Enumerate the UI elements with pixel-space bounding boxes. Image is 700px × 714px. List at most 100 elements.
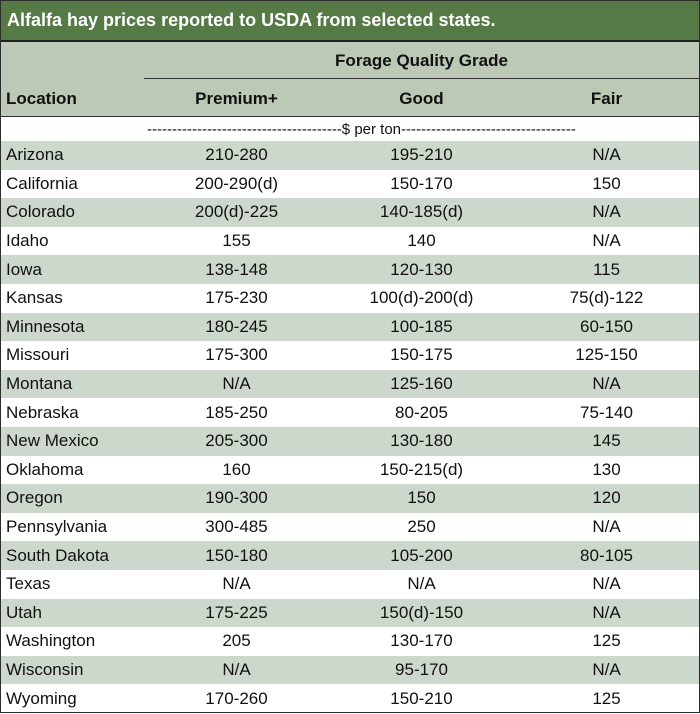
fair-price-cell: 120 bbox=[592, 488, 621, 508]
table-row: Idaho 155 140 N/A bbox=[1, 226, 699, 256]
good-price-cell: 130-180 bbox=[390, 431, 453, 451]
premium-price-cell: 155 bbox=[222, 231, 251, 251]
good-price-cell: 100(d)-200(d) bbox=[369, 288, 474, 308]
fair-price-cell: 115 bbox=[592, 259, 621, 279]
premium-price-cell: 175-230 bbox=[205, 288, 268, 308]
good-price-cell: 150-175 bbox=[390, 345, 453, 365]
location-cell: California bbox=[6, 173, 78, 193]
location-cell: New Mexico bbox=[6, 431, 99, 451]
good-price-cell: 150-215(d) bbox=[379, 459, 464, 479]
table-row: Wyoming 170-260 150-210 125 bbox=[1, 684, 699, 712]
grade-group-label: Forage Quality Grade bbox=[335, 51, 508, 70]
location-cell: Wyoming bbox=[6, 688, 77, 708]
column-header-premium: Premium+ bbox=[195, 89, 278, 108]
location-cell: Idaho bbox=[6, 231, 49, 251]
fair-price-cell: N/A bbox=[592, 374, 621, 394]
location-cell: Texas bbox=[6, 574, 51, 594]
table-row: Washington 205 130-170 125 bbox=[1, 627, 699, 656]
premium-price-cell: 170-260 bbox=[205, 688, 268, 708]
good-price-cell: 195-210 bbox=[390, 145, 453, 165]
fair-price-cell: 130 bbox=[592, 459, 621, 479]
column-header-fair: Fair bbox=[590, 89, 623, 108]
good-price-cell: 150(d)-150 bbox=[379, 602, 464, 622]
premium-price-cell: N/A bbox=[222, 574, 251, 594]
premium-price-cell: 185-250 bbox=[205, 402, 268, 422]
premium-price-cell: 160 bbox=[222, 459, 251, 479]
table-row: Utah 175-225 150(d)-150 N/A bbox=[1, 598, 699, 628]
good-price-cell: 100-185 bbox=[390, 316, 453, 336]
fair-price-cell: N/A bbox=[592, 145, 621, 165]
location-cell: Missouri bbox=[6, 345, 70, 365]
premium-price-cell: 150-180 bbox=[205, 545, 268, 565]
premium-price-cell: 210-280 bbox=[205, 145, 268, 165]
fair-price-cell: 125 bbox=[592, 688, 621, 708]
fair-price-cell: 145 bbox=[592, 431, 621, 451]
premium-price-cell: 200(d)-225 bbox=[194, 202, 279, 222]
table-row: Colorado 200(d)-225 140-185(d) N/A bbox=[1, 198, 699, 227]
table-row: Montana N/A 125-160 N/A bbox=[1, 369, 699, 399]
good-price-cell: 150 bbox=[407, 488, 436, 508]
premium-price-cell: N/A bbox=[222, 659, 251, 679]
location-cell: Arizona bbox=[6, 145, 64, 165]
table-row: Kansas 175-230 100(d)-200(d) 75(d)-122 bbox=[1, 283, 699, 313]
fair-price-cell: N/A bbox=[592, 517, 621, 537]
table-row: Oklahoma 160 150-215(d) 130 bbox=[1, 455, 699, 485]
location-cell: Kansas bbox=[6, 288, 63, 308]
fair-price-cell: 60-150 bbox=[580, 316, 633, 336]
good-price-cell: 95-170 bbox=[395, 659, 448, 679]
location-cell: Pennsylvania bbox=[6, 517, 108, 537]
premium-price-cell: 175-300 bbox=[205, 345, 268, 365]
good-price-cell: N/A bbox=[407, 574, 436, 594]
location-cell: Minnesota bbox=[6, 316, 85, 336]
table-row: Iowa 138-148 120-130 115 bbox=[1, 255, 699, 284]
table-row: South Dakota 150-180 105-200 80-105 bbox=[1, 541, 699, 570]
good-price-cell: 80-205 bbox=[395, 402, 448, 422]
units-label: ---------------------------------------$… bbox=[147, 120, 576, 138]
fair-price-cell: N/A bbox=[592, 602, 621, 622]
good-price-cell: 120-130 bbox=[390, 259, 453, 279]
fair-price-cell: 75-140 bbox=[580, 402, 633, 422]
premium-price-cell: 180-245 bbox=[205, 316, 268, 336]
good-price-cell: 130-170 bbox=[390, 631, 453, 651]
good-price-cell: 140 bbox=[407, 231, 436, 251]
column-header-good: Good bbox=[399, 89, 444, 108]
location-cell: Iowa bbox=[6, 259, 42, 279]
fair-price-cell: 80-105 bbox=[580, 545, 633, 565]
table-row: Texas N/A N/A N/A bbox=[1, 569, 699, 599]
table-row: New Mexico 205-300 130-180 145 bbox=[1, 426, 699, 456]
good-price-cell: 150-170 bbox=[390, 173, 453, 193]
column-header-location: Location bbox=[6, 89, 77, 108]
fair-price-cell: 125 bbox=[592, 631, 621, 651]
fair-price-cell: 150 bbox=[592, 173, 621, 193]
good-price-cell: 125-160 bbox=[390, 374, 453, 394]
grade-group-rule bbox=[144, 78, 699, 79]
location-cell: Utah bbox=[6, 602, 42, 622]
table-row: Nebraska 185-250 80-205 75-140 bbox=[1, 398, 699, 427]
table-row: Missouri 175-300 150-175 125-150 bbox=[1, 341, 699, 370]
fair-price-cell: N/A bbox=[592, 574, 621, 594]
table-row: Oregon 190-300 150 120 bbox=[1, 484, 699, 513]
good-price-cell: 250 bbox=[407, 517, 436, 537]
location-cell: South Dakota bbox=[6, 545, 110, 565]
fair-price-cell: N/A bbox=[592, 659, 621, 679]
location-cell: Wisconsin bbox=[6, 659, 84, 679]
table-header: Forage Quality Grade Location Premium+ G… bbox=[1, 42, 699, 117]
units-row: ---------------------------------------$… bbox=[1, 117, 699, 141]
fair-price-cell: 75(d)-122 bbox=[569, 288, 644, 308]
location-cell: Washington bbox=[6, 631, 96, 651]
location-cell: Oregon bbox=[6, 488, 63, 508]
premium-price-cell: N/A bbox=[222, 374, 251, 394]
table-row: Minnesota 180-245 100-185 60-150 bbox=[1, 312, 699, 342]
table-row: Pennsylvania 300-485 250 N/A bbox=[1, 512, 699, 542]
premium-price-cell: 205 bbox=[222, 631, 251, 651]
location-cell: Oklahoma bbox=[6, 459, 84, 479]
premium-price-cell: 190-300 bbox=[205, 488, 268, 508]
location-cell: Nebraska bbox=[6, 402, 79, 422]
table-row: Arizona 210-280 195-210 N/A bbox=[1, 141, 699, 170]
fair-price-cell: 125-150 bbox=[575, 345, 638, 365]
premium-price-cell: 175-225 bbox=[205, 602, 268, 622]
table-title: Alfalfa hay prices reported to USDA from… bbox=[1, 1, 699, 42]
premium-price-cell: 300-485 bbox=[205, 517, 268, 537]
good-price-cell: 140-185(d) bbox=[379, 202, 464, 222]
